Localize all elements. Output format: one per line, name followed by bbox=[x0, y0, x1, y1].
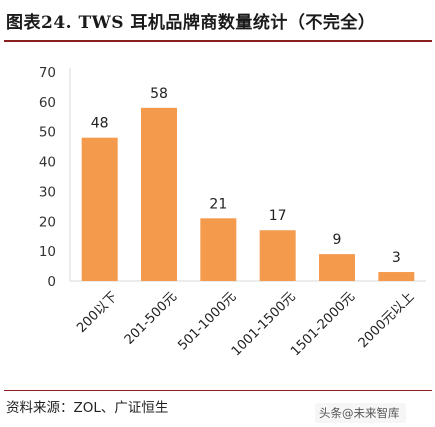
bar-chart: 0 10 20 30 40 50 60 70 48 58 21 17 9 3 200以下 201-500元… bbox=[39, 65, 426, 359]
bar bbox=[81, 137, 118, 281]
y-tick-label: 40 bbox=[39, 155, 56, 171]
y-tick-label: 50 bbox=[39, 125, 56, 141]
x-tick-label: 2000元以上 bbox=[356, 289, 418, 351]
x-tick-label: 200以下 bbox=[74, 289, 121, 336]
x-tick-label: 1501-2000元 bbox=[288, 289, 358, 359]
x-tick-label: 201-500元 bbox=[122, 289, 180, 347]
title-divider bbox=[4, 40, 432, 42]
bar-value-label: 21 bbox=[209, 196, 227, 212]
y-tick-label: 0 bbox=[47, 274, 56, 290]
y-tick-label: 30 bbox=[39, 184, 56, 200]
bar-value-label: 9 bbox=[333, 232, 342, 248]
y-tick-label: 20 bbox=[39, 214, 56, 230]
data-labels-group: 48 58 21 17 9 3 bbox=[91, 86, 401, 266]
bar-value-label: 17 bbox=[269, 208, 287, 224]
y-tick-label: 70 bbox=[39, 65, 56, 81]
bar bbox=[200, 218, 237, 281]
bar-value-label: 3 bbox=[392, 250, 401, 266]
bar bbox=[378, 272, 415, 281]
y-tick-label: 60 bbox=[39, 95, 56, 111]
chart-title: 图表24. TWS 耳机品牌商数量统计（不完全） bbox=[6, 13, 376, 33]
bars-group bbox=[81, 107, 415, 281]
watermark: 头条@未来智库 bbox=[315, 403, 406, 423]
y-tick-label: 10 bbox=[39, 244, 56, 260]
bar-value-label: 48 bbox=[91, 116, 109, 132]
y-axis-ticks: 0 10 20 30 40 50 60 70 bbox=[39, 65, 56, 290]
source-note: 资料来源：ZOL、广证恒生 bbox=[6, 400, 169, 416]
bar bbox=[319, 254, 355, 281]
bar bbox=[141, 107, 177, 281]
bar-value-label: 58 bbox=[150, 86, 168, 102]
footer-divider bbox=[4, 390, 432, 391]
watermark-account: @未来智库 bbox=[342, 406, 400, 420]
x-tick-label: 501-1000元 bbox=[175, 289, 239, 353]
bar bbox=[259, 230, 296, 281]
watermark-brand: 头条 bbox=[319, 406, 342, 420]
x-axis-ticks: 200以下 201-500元501-1000元1001-1500元1501-200… bbox=[74, 289, 417, 359]
